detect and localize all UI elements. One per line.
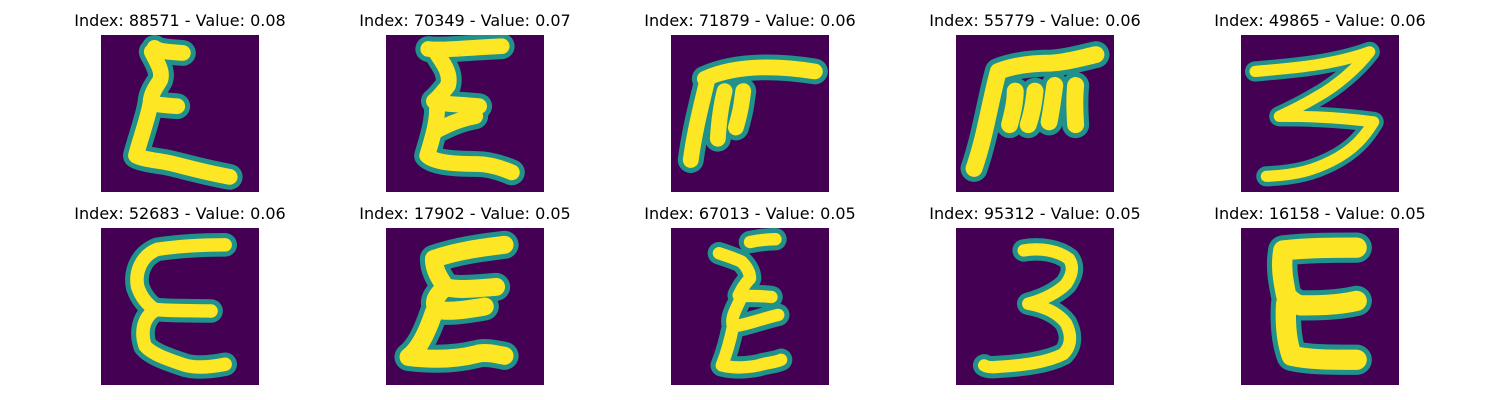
sample-image <box>1241 228 1399 385</box>
image-panel-9: Index: 95312 - Value: 0.05 <box>885 193 1185 385</box>
glyph-image <box>101 35 259 192</box>
panel-title: Index: 95312 - Value: 0.05 <box>929 204 1141 223</box>
panel-title: Index: 70349 - Value: 0.07 <box>359 11 571 30</box>
image-panel-8: Index: 67013 - Value: 0.05 <box>600 193 900 385</box>
glyph-image <box>956 228 1114 385</box>
sample-image <box>1241 35 1399 192</box>
image-panel-3: Index: 71879 - Value: 0.06 <box>600 0 900 192</box>
sample-image <box>956 35 1114 192</box>
glyph-image <box>101 228 259 385</box>
image-panel-7: Index: 17902 - Value: 0.05 <box>315 193 615 385</box>
glyph-image <box>386 35 544 192</box>
glyph-image <box>386 228 544 385</box>
sample-image <box>386 228 544 385</box>
panel-title: Index: 67013 - Value: 0.05 <box>644 204 856 223</box>
panel-title: Index: 16158 - Value: 0.05 <box>1214 204 1426 223</box>
sample-image <box>671 228 829 385</box>
sample-image <box>671 35 829 192</box>
sample-image <box>956 228 1114 385</box>
panel-title: Index: 17902 - Value: 0.05 <box>359 204 571 223</box>
glyph-image <box>671 228 829 385</box>
panel-title: Index: 52683 - Value: 0.06 <box>74 204 286 223</box>
panel-title: Index: 71879 - Value: 0.06 <box>644 11 856 30</box>
panel-title: Index: 49865 - Value: 0.06 <box>1214 11 1426 30</box>
image-panel-6: Index: 52683 - Value: 0.06 <box>30 193 330 385</box>
image-panel-4: Index: 55779 - Value: 0.06 <box>885 0 1185 192</box>
image-panel-5: Index: 49865 - Value: 0.06 <box>1170 0 1470 192</box>
glyph-image <box>1241 35 1399 192</box>
panel-title: Index: 55779 - Value: 0.06 <box>929 11 1141 30</box>
sample-image <box>101 35 259 192</box>
panel-title: Index: 88571 - Value: 0.08 <box>74 11 286 30</box>
image-panel-1: Index: 88571 - Value: 0.08 <box>30 0 330 192</box>
image-panel-10: Index: 16158 - Value: 0.05 <box>1170 193 1470 385</box>
sample-image <box>386 35 544 192</box>
glyph-image <box>671 35 829 192</box>
sample-image <box>101 228 259 385</box>
glyph-image <box>956 35 1114 192</box>
glyph-image <box>1241 228 1399 385</box>
image-panel-2: Index: 70349 - Value: 0.07 <box>315 0 615 192</box>
